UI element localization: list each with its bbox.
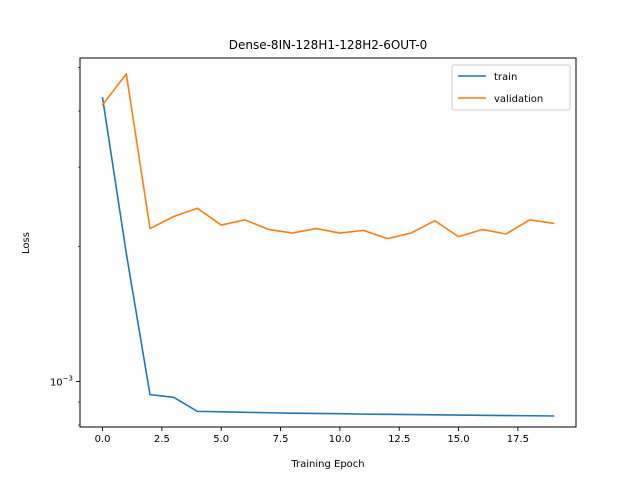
x-tick-label: 12.5 bbox=[388, 434, 410, 445]
plot-frame bbox=[79, 57, 577, 428]
x-tick-label: 10.0 bbox=[329, 434, 351, 445]
y-tick-label: 10−3 bbox=[50, 375, 73, 389]
x-tick-label: 15.0 bbox=[447, 434, 469, 445]
legend: train validation bbox=[451, 64, 571, 111]
x-axis-label: Training Epoch bbox=[290, 459, 364, 470]
series-layer bbox=[101, 73, 555, 417]
series-line-validation bbox=[101, 73, 555, 240]
x-tick-label: 0.0 bbox=[95, 434, 111, 445]
y-axis-label: Loss bbox=[21, 232, 32, 254]
legend-label-validation: validation bbox=[494, 94, 543, 105]
x-tick-label: 2.5 bbox=[154, 434, 170, 445]
series-line-train bbox=[101, 96, 555, 417]
x-tick-label: 5.0 bbox=[213, 434, 229, 445]
x-axis-ticks: 0.0 2.5 5.0 7.5 10.0 12.5 15.0 17.5 bbox=[95, 427, 529, 445]
chart-title: Dense-8IN-128H1-128H2-6OUT-0 bbox=[229, 38, 428, 52]
plot-area bbox=[80, 58, 576, 427]
legend-label-train: train bbox=[494, 72, 517, 83]
x-tick-label: 17.5 bbox=[507, 434, 529, 445]
x-tick-label: 7.5 bbox=[273, 434, 289, 445]
